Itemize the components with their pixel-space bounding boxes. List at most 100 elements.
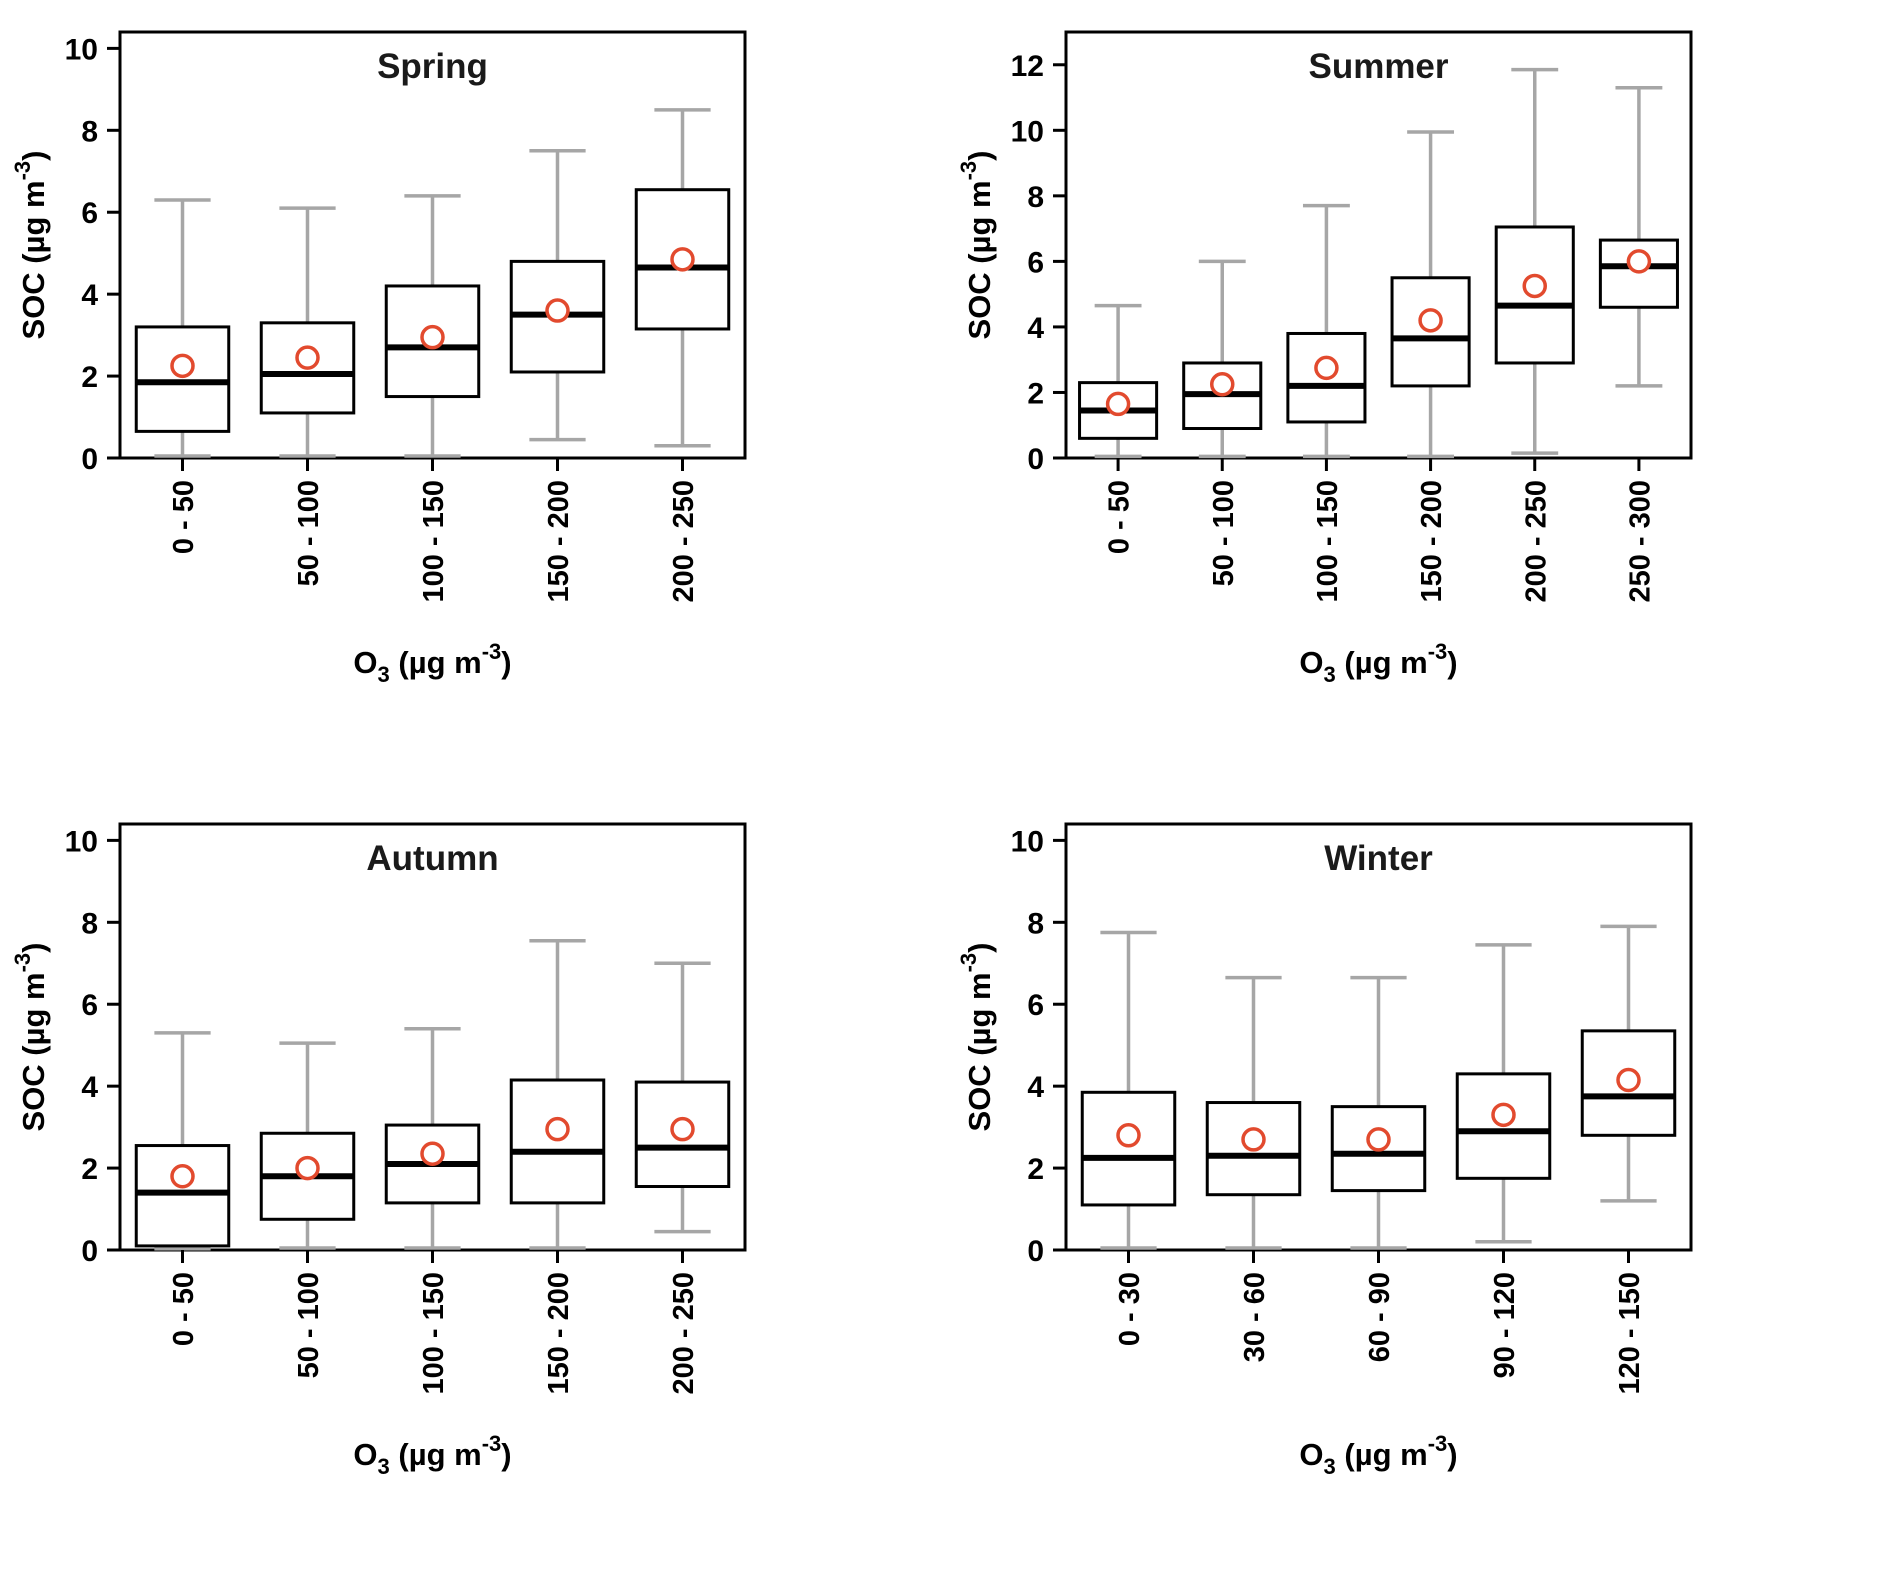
chart-svg: 0 2 4 6 8 10 0 - 50 50 - 100 100 - 150 150 - 200 2…: [10, 30, 747, 687]
x-tick-label: 90 - 120: [1489, 1272, 1521, 1378]
x-tick-label: 0 - 50: [168, 480, 200, 554]
x-tick-label: 150 - 200: [543, 480, 575, 603]
box-group: [1455, 943, 1552, 1244]
y-tick-label: 6: [1027, 989, 1044, 1022]
chart-svg: 0 2 4 6 8 10 12 0 - 50 50 - 100 100 - 150 150 - 20…: [956, 30, 1693, 687]
y-tick-label: 6: [1027, 246, 1044, 279]
x-tick-label: 200 - 250: [668, 480, 700, 603]
mean-marker: [1626, 249, 1652, 274]
iqr-box: [134, 1144, 231, 1248]
box-group: [384, 1027, 481, 1250]
x-tick-label: 0 - 30: [1114, 1272, 1146, 1346]
y-tick-label: 0: [81, 1235, 98, 1268]
mean-marker: [1366, 1127, 1391, 1152]
box-group: [134, 198, 231, 458]
y-tick-label: 0: [1027, 443, 1044, 476]
mean-marker: [170, 353, 195, 379]
y-tick-label: 10: [65, 825, 98, 858]
x-tick-label: 120 - 150: [1614, 1272, 1646, 1395]
iqr-box: [134, 325, 231, 433]
mean-marker: [1105, 391, 1131, 417]
mean-marker: [170, 1164, 195, 1189]
x-tick-label: 200 - 250: [1520, 480, 1552, 603]
mean-marker: [545, 298, 570, 323]
panel-summer: 0 2 4 6 8 10 12 0 - 50 50 - 100 100 - 150 150 - 20…: [946, 0, 1892, 792]
x-tick-label: 50 - 100: [293, 480, 325, 586]
x-tick-label: 0 - 50: [1104, 480, 1136, 554]
x-tick-label: 30 - 60: [1239, 1272, 1271, 1362]
y-axis-label: SOC (µg m-3): [10, 151, 51, 340]
y-tick-label: 4: [81, 279, 98, 312]
box-group: [134, 1031, 231, 1251]
y-tick-label: 4: [1027, 1071, 1044, 1104]
mean-marker: [420, 1141, 445, 1166]
plot-frame: [1064, 30, 1693, 460]
x-axis-label: O3 (µg m-3): [1299, 1431, 1457, 1479]
x-tick-label: 250 - 300: [1624, 480, 1656, 603]
panel-winter: 0 2 4 6 8 10 0 - 30 30 - 60 60 - 90 90 - 120 120 -…: [946, 792, 1892, 1585]
iqr-box: [384, 284, 481, 399]
y-tick-label: 12: [1011, 50, 1044, 83]
x-tick-label: 0 - 50: [168, 1272, 200, 1346]
iqr-box: [509, 1078, 606, 1205]
y-tick-label: 2: [81, 361, 98, 394]
x-tick-label: 50 - 100: [1208, 480, 1240, 586]
y-tick-label: 8: [1027, 181, 1044, 214]
iqr-box: [1080, 1090, 1177, 1207]
mean-marker: [295, 1155, 320, 1181]
chart-svg: 0 2 4 6 8 10 0 - 30 30 - 60 60 - 90 90 - 120 120 -…: [956, 822, 1693, 1479]
mean-marker: [1116, 1123, 1141, 1148]
y-tick-label: 8: [1027, 907, 1044, 940]
y-tick-label: 8: [81, 907, 98, 940]
mean-marker: [1314, 355, 1339, 381]
x-axis-label: O3 (µg m-3): [353, 639, 511, 687]
y-tick-label: 10: [1011, 825, 1044, 858]
y-tick-label: 6: [81, 989, 98, 1022]
box-group: [1330, 975, 1427, 1250]
box-group: [1078, 303, 1159, 459]
x-tick-label: 50 - 100: [293, 1272, 325, 1378]
box-group: [384, 194, 481, 458]
mean-marker: [545, 1116, 570, 1142]
mean-marker: [295, 345, 320, 370]
mean-marker: [420, 324, 445, 350]
x-axis-label: O3 (µg m-3): [353, 1431, 511, 1479]
y-tick-label: 0: [1027, 1235, 1044, 1268]
box-group: [509, 938, 606, 1250]
chart-svg: 0 2 4 6 8 10 0 - 50 50 - 100 100 - 150 150 - 200 2…: [10, 822, 747, 1479]
panel-autumn: 0 2 4 6 8 10 0 - 50 50 - 100 100 - 150 150 - 200 2…: [0, 792, 946, 1585]
y-tick-label: 2: [1027, 377, 1044, 410]
box-group: [509, 149, 606, 442]
box-group: [1580, 924, 1677, 1203]
y-tick-label: 4: [1027, 312, 1044, 345]
box-group: [1494, 67, 1575, 455]
x-axis-label: O3 (µg m-3): [1299, 639, 1457, 687]
mean-marker: [1522, 273, 1547, 299]
panel-title: Summer: [1308, 47, 1448, 86]
panel-title: Spring: [377, 47, 488, 86]
box-group: [1598, 85, 1679, 388]
x-tick-label: 200 - 250: [668, 1272, 700, 1395]
y-tick-label: 10: [65, 33, 98, 66]
x-tick-label: 150 - 200: [1416, 480, 1448, 603]
x-tick-label: 100 - 150: [418, 480, 450, 603]
box-group: [1205, 975, 1302, 1250]
mean-marker: [1210, 372, 1235, 397]
y-axis-label: SOC (µg m-3): [956, 943, 997, 1132]
y-tick-label: 8: [81, 115, 98, 148]
mean-marker: [1491, 1102, 1516, 1128]
box-group: [1390, 130, 1471, 459]
y-axis-label: SOC (µg m-3): [10, 943, 51, 1132]
box-group: [259, 1041, 356, 1250]
iqr-box: [1494, 225, 1575, 365]
box-group: [1182, 259, 1263, 459]
x-tick-label: 100 - 150: [418, 1272, 450, 1395]
panel-title: Winter: [1324, 839, 1433, 878]
mean-marker: [1241, 1127, 1266, 1152]
x-tick-label: 100 - 150: [1312, 480, 1344, 603]
y-tick-label: 0: [81, 443, 98, 476]
y-tick-label: 2: [81, 1153, 98, 1186]
y-tick-label: 10: [1011, 115, 1044, 148]
panel-spring: 0 2 4 6 8 10 0 - 50 50 - 100 100 - 150 150 - 200 2…: [0, 0, 946, 792]
